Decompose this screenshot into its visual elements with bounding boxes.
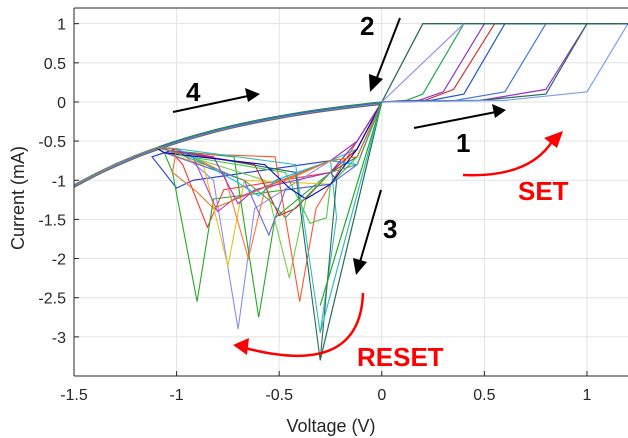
x-tick-label: -1 bbox=[169, 387, 183, 404]
reset-arrow-head bbox=[233, 338, 249, 355]
tick-labels: -1.5 -1 -0.5 0 0.5 1 1 0.5 0 -0.5 -1 -1.5 -2 -2.5 -3 bbox=[38, 17, 591, 404]
set-arrow-head bbox=[544, 131, 563, 148]
y-axis-label: Current (mA) bbox=[8, 146, 28, 250]
arrow-4-head bbox=[245, 88, 260, 102]
arrow-2-head bbox=[369, 74, 383, 92]
lrs-line bbox=[319, 101, 383, 361]
annotation-1: 1 bbox=[456, 128, 470, 158]
grid bbox=[73, 8, 628, 376]
arrow-3 bbox=[359, 189, 382, 263]
set-curve bbox=[381, 23, 628, 103]
set-arrow bbox=[462, 139, 555, 177]
x-tick-label: -1.5 bbox=[60, 387, 88, 404]
lrs-line bbox=[319, 101, 383, 306]
arrow-2 bbox=[375, 17, 401, 81]
annotation-arrows bbox=[172, 17, 563, 358]
annotation-4: 4 bbox=[186, 77, 201, 107]
arrow-1-head bbox=[492, 104, 506, 118]
x-tick-label: 0.5 bbox=[473, 387, 495, 404]
hrs-curve bbox=[73, 103, 382, 189]
y-tick-label: -2.5 bbox=[38, 291, 66, 308]
iv-curves bbox=[73, 23, 628, 361]
annotation-2: 2 bbox=[360, 11, 374, 41]
set-rise-line bbox=[381, 23, 465, 103]
y-tick-label: 0.5 bbox=[44, 56, 66, 73]
y-tick-label: 1 bbox=[57, 17, 66, 34]
y-tick-label: 0 bbox=[57, 95, 66, 112]
y-tick-label: -1.5 bbox=[38, 212, 66, 229]
arrow-1 bbox=[413, 111, 497, 129]
x-axis-label: Voltage (V) bbox=[286, 416, 375, 436]
arrow-3-head bbox=[353, 258, 367, 275]
lrs-line bbox=[319, 101, 383, 334]
y-tick-label: -3 bbox=[52, 330, 66, 347]
compliance-line bbox=[381, 23, 628, 103]
annotation-set: SET bbox=[518, 176, 569, 206]
arrow-4 bbox=[172, 95, 249, 113]
annotation-3: 3 bbox=[383, 214, 397, 244]
x-tick-label: 1 bbox=[583, 387, 592, 404]
reset-curve bbox=[73, 101, 383, 219]
annotation-reset: RESET bbox=[357, 342, 444, 372]
y-tick-label: -1 bbox=[52, 173, 66, 190]
y-tick-label: -0.5 bbox=[38, 134, 66, 151]
y-tick-label: -2 bbox=[52, 252, 66, 269]
x-tick-label: 0 bbox=[377, 387, 386, 404]
axes bbox=[73, 7, 628, 377]
reset-arrow bbox=[244, 292, 365, 358]
x-tick-label: -0.5 bbox=[265, 387, 293, 404]
